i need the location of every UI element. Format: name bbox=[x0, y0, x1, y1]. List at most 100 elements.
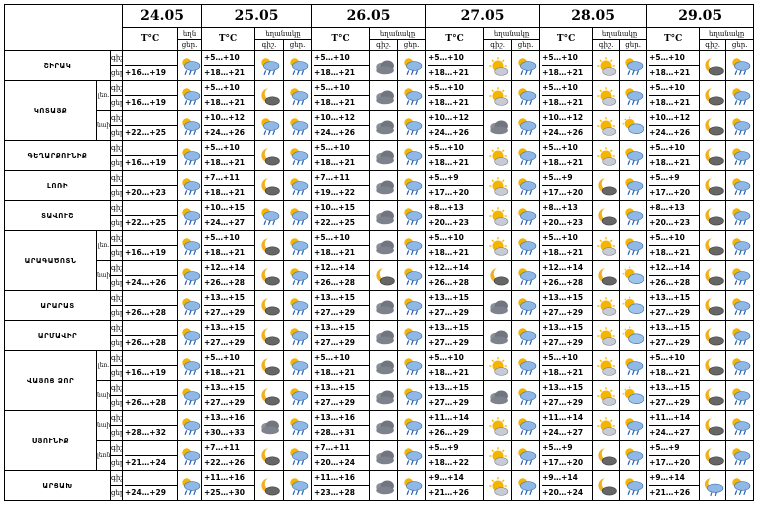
day-temp: +21…+24 bbox=[125, 458, 166, 467]
sun-cloud-icon bbox=[597, 296, 617, 316]
weather-icon-cell bbox=[397, 200, 427, 231]
weather-icon-cell bbox=[254, 260, 285, 291]
weather-icon-cell bbox=[592, 380, 621, 411]
day-temp: +18…+21 bbox=[649, 158, 691, 167]
weather-icon-cell bbox=[619, 350, 648, 381]
temperature-cell: +13…+15 +27…+29 bbox=[425, 320, 485, 351]
weather-icon-cell bbox=[177, 140, 203, 171]
sun-rain-icon bbox=[517, 297, 536, 315]
weather-icon-cell bbox=[283, 110, 313, 141]
moon-cloud-icon bbox=[375, 267, 395, 285]
weather-icon-cell bbox=[592, 440, 621, 471]
sun-rain-icon bbox=[289, 357, 308, 375]
region-row: ՇԻՐԱԿգիշ.ցեր.+16…+19+5…+10+18…+21+5…+10+… bbox=[4, 50, 755, 81]
weather-icon-cell bbox=[699, 170, 727, 201]
night-label: գիշ. bbox=[111, 382, 122, 396]
day-temp: +18…+21 bbox=[542, 158, 584, 167]
weather-icon-cell bbox=[177, 290, 203, 321]
night-temp: +5…+10 bbox=[204, 82, 254, 96]
moon-cloud-icon bbox=[598, 207, 617, 225]
sun-cloud-icon bbox=[597, 386, 617, 406]
weather-header: եղանակը bbox=[592, 27, 648, 40]
night-temp: +13…+15 bbox=[428, 292, 483, 306]
weather-icon-cell bbox=[592, 80, 621, 111]
day-temp: +17…+20 bbox=[542, 458, 584, 467]
cloud-icon bbox=[375, 240, 394, 254]
sun-rain-icon bbox=[261, 207, 280, 225]
day-temp: +21…+26 bbox=[428, 488, 470, 497]
moon-rain-icon bbox=[704, 477, 723, 496]
weather-icon-cell bbox=[369, 200, 399, 231]
day-temp: +18…+21 bbox=[428, 248, 470, 257]
day-night-labels: գիշ. ցեր. bbox=[109, 230, 124, 261]
day-temp: +21…+26 bbox=[649, 488, 691, 497]
day-label: ցեր. bbox=[111, 399, 122, 407]
temperature-cell: +22…+25 bbox=[122, 110, 179, 141]
moon-cloud-icon bbox=[704, 237, 724, 255]
day-temp: +26…+28 bbox=[125, 308, 166, 317]
night-temp: +12…+14 bbox=[314, 262, 369, 276]
night-label: գիշ. bbox=[111, 442, 122, 456]
moon-cloud-icon bbox=[261, 147, 280, 165]
temperature-cell: +13…+15 +27…+29 bbox=[201, 320, 256, 351]
sun-rain-icon bbox=[731, 267, 750, 285]
weather-icon-cell bbox=[254, 50, 285, 81]
sun-rain-icon bbox=[731, 447, 750, 465]
moon-cloud-icon bbox=[598, 447, 617, 465]
cloud-icon bbox=[375, 360, 394, 374]
weather-icon-cell bbox=[254, 140, 285, 171]
weather-icon-cell bbox=[483, 230, 513, 261]
night-temp: +12…+14 bbox=[542, 262, 592, 276]
weather-icon-cell bbox=[397, 110, 427, 141]
temperature-cell: +7…+11 +20…+24 bbox=[311, 440, 371, 471]
night-label: գիշ. bbox=[111, 412, 122, 426]
temperature-cell: +8…+13 +20…+23 bbox=[425, 200, 485, 231]
region-row: ԱՐՑԱԽգիշ.ցեր.+24…+29+11…+16+25…+30+11…+1… bbox=[4, 470, 755, 501]
sun-rain-icon bbox=[517, 237, 536, 255]
temperature-cell: +21…+24 bbox=[122, 440, 179, 471]
day-subheader: ցեր. bbox=[177, 39, 203, 51]
temperature-cell: +5…+10 +18…+21 bbox=[539, 50, 594, 81]
day-temp: +24…+27 bbox=[204, 218, 245, 227]
night-temp: +11…+14 bbox=[649, 412, 699, 426]
day-temp: +22…+25 bbox=[125, 128, 166, 137]
night-temp: +5…+10 bbox=[204, 232, 254, 246]
sun-rain-icon bbox=[289, 267, 308, 285]
day-temp: +24…+26 bbox=[649, 128, 691, 137]
temp-header: T°C bbox=[425, 27, 485, 51]
temperature-cell: +13…+15 +27…+29 bbox=[311, 290, 371, 321]
sun-cloud-icon bbox=[488, 146, 508, 166]
sun-rain-icon bbox=[403, 87, 422, 105]
sun-rain-icon bbox=[289, 207, 308, 225]
sun-rain-icon bbox=[731, 57, 750, 75]
region-name: ՇԻՐԱԿ bbox=[4, 50, 111, 81]
day-night-labels: գիշ. ցեր. bbox=[109, 380, 124, 411]
night-temp: +5…+10 bbox=[204, 352, 254, 366]
weather-icon-cell bbox=[592, 410, 621, 441]
day-temp: +18…+21 bbox=[542, 98, 584, 107]
weather-icon-cell bbox=[725, 290, 755, 321]
temperature-cell: +5…+10 +18…+21 bbox=[311, 50, 371, 81]
weather-icon-cell bbox=[177, 50, 203, 81]
day-temp: +27…+29 bbox=[542, 338, 584, 347]
day-temp: +17…+20 bbox=[649, 188, 691, 197]
sun-rain-icon bbox=[289, 57, 308, 75]
weather-icon-cell bbox=[592, 140, 621, 171]
night-temp: +5…+9 bbox=[428, 442, 483, 456]
temp-header: T°C bbox=[201, 27, 256, 51]
weather-icon-cell bbox=[699, 410, 727, 441]
temperature-cell: +5…+10 +18…+21 bbox=[539, 140, 594, 171]
sun-rain-icon bbox=[731, 87, 750, 105]
sun-rain-icon bbox=[731, 327, 750, 345]
night-temp bbox=[125, 112, 177, 126]
night-temp: +5…+10 bbox=[314, 352, 369, 366]
day-temp: +16…+19 bbox=[125, 248, 166, 257]
sun-rain-icon bbox=[289, 387, 308, 405]
sun-rain-icon bbox=[289, 327, 308, 345]
weather-icon-cell bbox=[369, 350, 399, 381]
weather-icon-cell bbox=[483, 320, 513, 351]
weather-icon-cell bbox=[397, 380, 427, 411]
night-temp: +7…+11 bbox=[204, 172, 254, 186]
day-temp: +26…+28 bbox=[125, 338, 166, 347]
day-temp: +18…+21 bbox=[542, 368, 584, 377]
